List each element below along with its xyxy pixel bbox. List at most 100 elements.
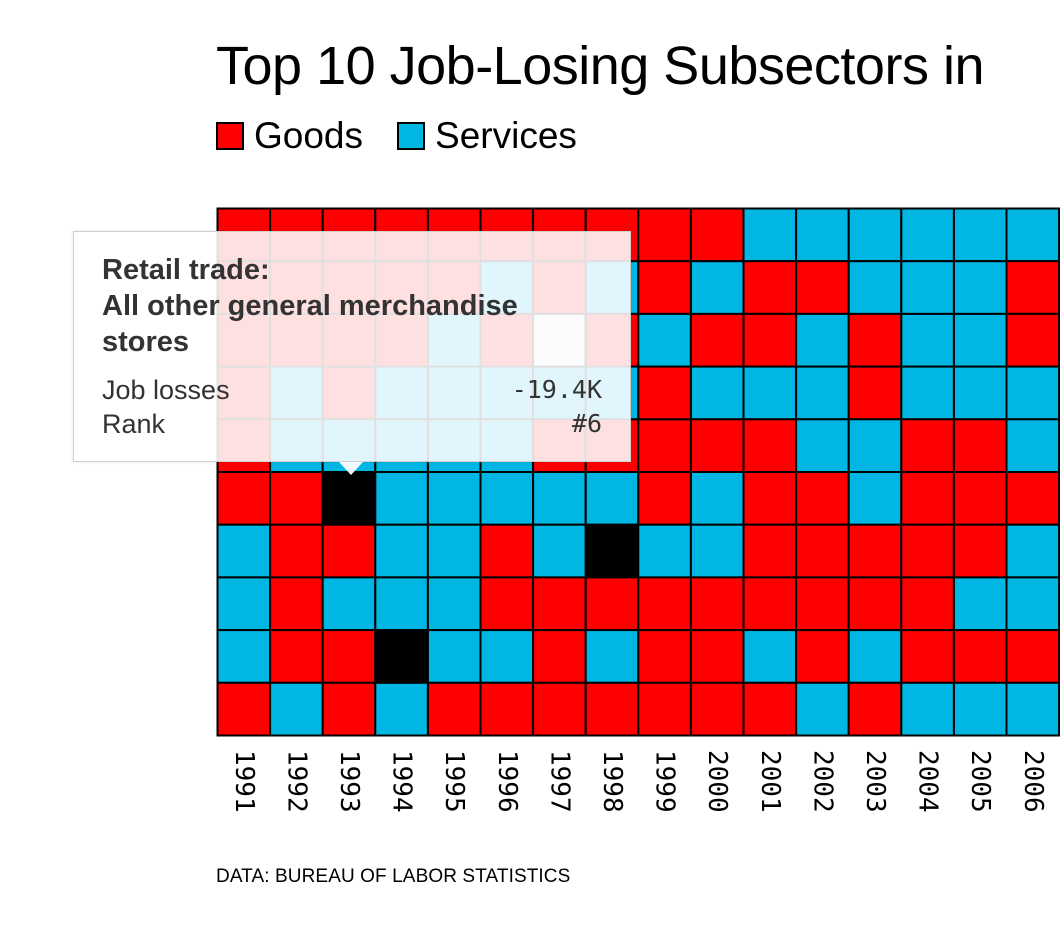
- heatmap-cell-2001-rank-2[interactable]: [742, 260, 798, 315]
- heatmap-cell-1994-rank-7[interactable]: [374, 523, 429, 579]
- heatmap-cell-1995-rank-8[interactable]: [426, 576, 482, 632]
- heatmap-cell-2002-rank-1[interactable]: [795, 207, 850, 263]
- heatmap-cell-2000-rank-1[interactable]: [689, 207, 745, 263]
- heatmap-cell-1992-rank-6[interactable]: [269, 471, 324, 526]
- heatmap-cell-1997-rank-10[interactable]: [532, 681, 587, 737]
- heatmap-cell-2003-rank-4[interactable]: [847, 365, 903, 421]
- heatmap-cell-1991-rank-6[interactable]: [216, 471, 272, 526]
- heatmap-cell-1998-rank-7[interactable]: [584, 523, 640, 579]
- heatmap-cell-2001-rank-6[interactable]: [742, 471, 798, 526]
- heatmap-cell-2001-rank-7[interactable]: [742, 523, 798, 579]
- heatmap-cell-2003-rank-8[interactable]: [847, 576, 903, 632]
- heatmap-cell-1994-rank-6[interactable]: [374, 471, 429, 526]
- heatmap-cell-1992-rank-7[interactable]: [269, 523, 324, 579]
- heatmap-cell-2004-rank-5[interactable]: [900, 418, 955, 473]
- heatmap-cell-2001-rank-9[interactable]: [742, 629, 798, 684]
- heatmap-cell-2003-rank-10[interactable]: [847, 681, 903, 737]
- heatmap-cell-1997-rank-7[interactable]: [532, 523, 587, 579]
- heatmap-cell-1993-rank-9[interactable]: [321, 629, 377, 684]
- heatmap-cell-1993-rank-7[interactable]: [321, 523, 377, 579]
- heatmap-cell-2000-rank-4[interactable]: [689, 365, 745, 421]
- heatmap-cell-2002-rank-5[interactable]: [795, 418, 850, 473]
- heatmap-cell-1999-rank-8[interactable]: [637, 576, 692, 632]
- heatmap-cell-2002-rank-7[interactable]: [795, 523, 850, 579]
- heatmap-cell-2005-rank-2[interactable]: [952, 260, 1008, 315]
- heatmap-cell-2001-rank-1[interactable]: [742, 207, 798, 263]
- heatmap-cell-2001-rank-4[interactable]: [742, 365, 798, 421]
- heatmap-cell-1999-rank-2[interactable]: [637, 260, 692, 315]
- heatmap-cell-2000-rank-9[interactable]: [689, 629, 745, 684]
- heatmap-cell-2004-rank-7[interactable]: [900, 523, 955, 579]
- heatmap-cell-2001-rank-10[interactable]: [742, 681, 798, 737]
- heatmap-cell-1996-rank-8[interactable]: [479, 576, 535, 632]
- heatmap-cell-2004-rank-10[interactable]: [900, 681, 955, 737]
- heatmap-cell-2003-rank-6[interactable]: [847, 471, 903, 526]
- heatmap-cell-1999-rank-5[interactable]: [637, 418, 692, 473]
- heatmap-cell-2006-rank-9[interactable]: [1005, 629, 1060, 684]
- heatmap-cell-2000-rank-5[interactable]: [689, 418, 745, 473]
- heatmap-cell-1999-rank-9[interactable]: [637, 629, 692, 684]
- heatmap-cell-2006-rank-3[interactable]: [1005, 312, 1060, 368]
- heatmap-cell-2001-rank-3[interactable]: [742, 312, 798, 368]
- heatmap-cell-1991-rank-7[interactable]: [216, 523, 272, 579]
- heatmap-cell-2005-rank-8[interactable]: [952, 576, 1008, 632]
- heatmap-cell-2001-rank-8[interactable]: [742, 576, 798, 632]
- heatmap-cell-1997-rank-6[interactable]: [532, 471, 587, 526]
- heatmap-cell-2000-rank-10[interactable]: [689, 681, 745, 737]
- heatmap-cell-2006-rank-7[interactable]: [1005, 523, 1060, 579]
- heatmap-cell-2005-rank-3[interactable]: [952, 312, 1008, 368]
- heatmap-cell-2003-rank-5[interactable]: [847, 418, 903, 473]
- heatmap-cell-1999-rank-3[interactable]: [637, 312, 692, 368]
- heatmap-cell-1994-rank-10[interactable]: [374, 681, 429, 737]
- heatmap-cell-1998-rank-10[interactable]: [584, 681, 640, 737]
- heatmap-cell-2001-rank-5[interactable]: [742, 418, 798, 473]
- heatmap-cell-2005-rank-5[interactable]: [952, 418, 1008, 473]
- heatmap-cell-1991-rank-10[interactable]: [216, 681, 272, 737]
- legend-item-goods[interactable]: Goods: [216, 116, 363, 156]
- heatmap-cell-1998-rank-8[interactable]: [584, 576, 640, 632]
- heatmap-cell-1992-rank-10[interactable]: [269, 681, 324, 737]
- heatmap-cell-1992-rank-9[interactable]: [269, 629, 324, 684]
- heatmap-cell-2002-rank-2[interactable]: [795, 260, 850, 315]
- heatmap-cell-2004-rank-6[interactable]: [900, 471, 955, 526]
- heatmap-cell-2003-rank-2[interactable]: [847, 260, 903, 315]
- heatmap-cell-2002-rank-6[interactable]: [795, 471, 850, 526]
- legend-item-services[interactable]: Services: [397, 116, 577, 156]
- heatmap-cell-1999-rank-4[interactable]: [637, 365, 692, 421]
- heatmap-cell-1999-rank-1[interactable]: [637, 207, 692, 263]
- heatmap-cell-1995-rank-6[interactable]: [426, 471, 482, 526]
- heatmap-cell-1996-rank-9[interactable]: [479, 629, 535, 684]
- heatmap-cell-2006-rank-2[interactable]: [1005, 260, 1060, 315]
- heatmap-cell-2002-rank-10[interactable]: [795, 681, 850, 737]
- heatmap-cell-1997-rank-8[interactable]: [532, 576, 587, 632]
- heatmap-cell-2004-rank-1[interactable]: [900, 207, 955, 263]
- heatmap-cell-2002-rank-9[interactable]: [795, 629, 850, 684]
- heatmap-cell-1993-rank-10[interactable]: [321, 681, 377, 737]
- heatmap-cell-2005-rank-6[interactable]: [952, 471, 1008, 526]
- heatmap-cell-2006-rank-1[interactable]: [1005, 207, 1060, 263]
- heatmap-cell-1993-rank-6[interactable]: [321, 471, 377, 526]
- heatmap-cell-2006-rank-10[interactable]: [1005, 681, 1060, 737]
- heatmap-cell-2005-rank-9[interactable]: [952, 629, 1008, 684]
- heatmap-cell-2003-rank-7[interactable]: [847, 523, 903, 579]
- heatmap-cell-1995-rank-7[interactable]: [426, 523, 482, 579]
- heatmap-cell-2003-rank-3[interactable]: [847, 312, 903, 368]
- heatmap-cell-1999-rank-10[interactable]: [637, 681, 692, 737]
- heatmap-cell-1998-rank-9[interactable]: [584, 629, 640, 684]
- heatmap-cell-2005-rank-7[interactable]: [952, 523, 1008, 579]
- heatmap-cell-2000-rank-6[interactable]: [689, 471, 745, 526]
- heatmap-cell-1999-rank-7[interactable]: [637, 523, 692, 579]
- heatmap-cell-2005-rank-4[interactable]: [952, 365, 1008, 421]
- heatmap-cell-2002-rank-8[interactable]: [795, 576, 850, 632]
- heatmap-cell-1996-rank-10[interactable]: [479, 681, 535, 737]
- heatmap-cell-2004-rank-9[interactable]: [900, 629, 955, 684]
- heatmap-cell-2000-rank-8[interactable]: [689, 576, 745, 632]
- heatmap-cell-2003-rank-1[interactable]: [847, 207, 903, 263]
- heatmap-cell-2000-rank-3[interactable]: [689, 312, 745, 368]
- heatmap-cell-2000-rank-2[interactable]: [689, 260, 745, 315]
- heatmap-cell-2000-rank-7[interactable]: [689, 523, 745, 579]
- heatmap-cell-2006-rank-5[interactable]: [1005, 418, 1060, 473]
- heatmap-cell-2005-rank-10[interactable]: [952, 681, 1008, 737]
- heatmap-cell-2004-rank-3[interactable]: [900, 312, 955, 368]
- heatmap-cell-2003-rank-9[interactable]: [847, 629, 903, 684]
